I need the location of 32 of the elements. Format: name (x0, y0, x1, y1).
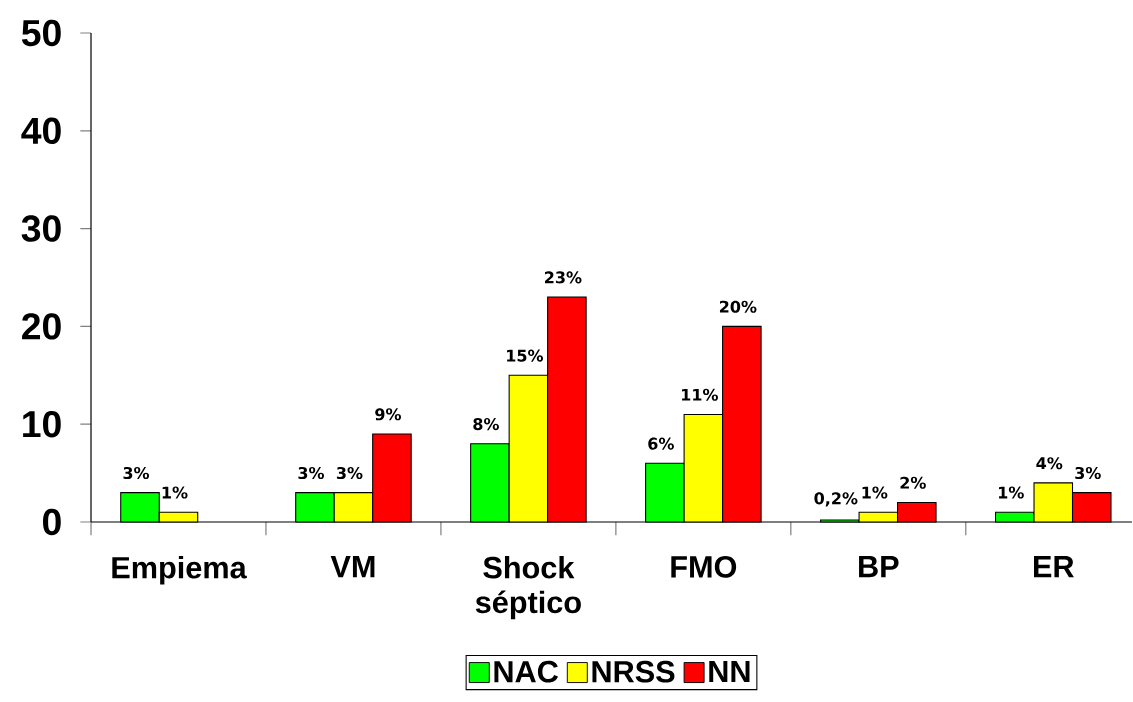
legend-label: NRSS (592, 660, 675, 683)
x-tick-label: BP (859, 556, 899, 578)
data-label: 11% (682, 388, 718, 401)
x-tick-label: Empiema (112, 556, 247, 585)
data-label: 2% (900, 476, 926, 489)
legend-label: NN (709, 661, 750, 683)
data-label: 3% (298, 466, 325, 480)
data-label: 3% (336, 466, 363, 480)
data-label: 6% (648, 437, 674, 450)
data-label: 15% (507, 349, 544, 362)
data-label: 3% (123, 466, 150, 480)
y-tick-label: 50 (21, 19, 61, 47)
data-label: 0,2% (814, 492, 858, 507)
data-label: 8% (473, 418, 499, 431)
x-tick-label: VM (330, 556, 375, 578)
data-label: 9% (375, 408, 401, 421)
data-label: 1% (862, 486, 888, 499)
data-label: 20% (719, 300, 757, 313)
data-label: 1% (162, 486, 188, 499)
y-tick-label: 20 (22, 313, 61, 340)
x-tick-label: FMO (671, 556, 737, 578)
y-tick-label: 10 (23, 410, 61, 438)
y-tick-label: 40 (21, 117, 61, 144)
data-label: 4% (1036, 457, 1063, 470)
legend-label: NAC (494, 660, 558, 683)
y-tick-label: 30 (21, 215, 61, 242)
data-label: 23% (545, 271, 582, 284)
x-tick-label: Shock séptico (475, 556, 581, 620)
data-label: 3% (1075, 466, 1101, 480)
x-tick-label: ER (1034, 556, 1074, 578)
y-tick-label: 0 (43, 508, 61, 536)
data-label: 1% (998, 486, 1024, 499)
